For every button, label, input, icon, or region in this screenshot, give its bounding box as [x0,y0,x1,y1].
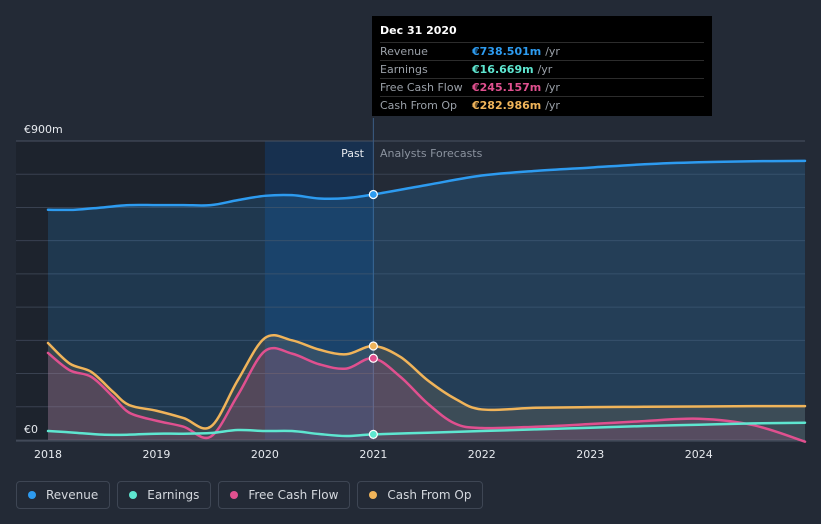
legend-item-cash-from-op[interactable]: Cash From Op [357,481,484,509]
legend-label: Earnings [147,488,200,502]
x-tick-label: 2024 [685,448,713,461]
free-cash-flow-area [48,348,805,442]
tooltip-label: Earnings [380,63,428,76]
cash-from-op-line [46,334,807,430]
legend: Revenue Earnings Free Cash Flow Cash Fro… [16,481,484,509]
earnings-marker [368,429,378,439]
tooltip-unit: /yr [537,63,553,76]
legend-item-revenue[interactable]: Revenue [16,481,111,509]
tooltip: Dec 31 2020 Revenue €738.501m /yr Earnin… [372,16,712,116]
tooltip-value: €738.501m [472,45,542,58]
x-tick-label: 2019 [142,448,170,461]
revenue-dot-icon [28,491,36,499]
free-cash-flow-line [46,346,807,443]
tooltip-label: Cash From Op [380,99,458,112]
chart: €900m €0 Past Analysts Forecasts 2018 201… [16,118,807,461]
legend-label: Cash From Op [387,488,472,502]
x-tick-label: 2021 [359,448,387,461]
tooltip-value: €16.669m [472,63,534,76]
revenue-area [48,160,805,440]
x-tick-label: 2022 [468,448,496,461]
tooltip-label: Revenue [380,45,428,58]
tooltip-row-earnings: Earnings €16.669m /yr [380,60,704,78]
tooltip-row-cash-from-op: Cash From Op €282.986m /yr [380,96,704,114]
y-axis-zero-label: €0 [24,423,38,436]
x-tick-label: 2018 [34,448,62,461]
earnings-line [46,421,807,438]
tooltip-date: Dec 31 2020 [380,24,457,37]
legend-item-free-cash-flow[interactable]: Free Cash Flow [218,481,351,509]
past-label: Past [341,147,365,160]
cash-from-op-area [48,335,805,440]
cash-from-op-dot-icon [369,491,378,499]
tooltip-row-free-cash-flow: Free Cash Flow €245.157m /yr [380,78,704,96]
tooltip-unit: /yr [545,81,560,94]
free-cash-flow-marker [368,353,378,363]
legend-label: Revenue [46,488,99,502]
tooltip-label: Free Cash Flow [380,81,463,94]
legend-item-earnings[interactable]: Earnings [117,481,212,509]
highlight-region [264,141,374,440]
cash-from-op-marker [368,341,378,351]
y-axis-top-label: €900m [24,123,63,136]
forecast-label: Analysts Forecasts [380,147,483,160]
revenue-line [46,159,807,212]
x-tick-label: 2023 [576,448,604,461]
tooltip-value: €282.986m [472,99,542,112]
earnings-dot-icon [129,491,138,499]
tooltip-unit: /yr [545,45,560,58]
tooltip-unit: /yr [545,99,560,112]
x-tick-label: 2020 [251,448,279,461]
tooltip-row-revenue: Revenue €738.501m /yr [380,42,704,60]
free-cash-flow-dot-icon [230,491,239,499]
revenue-marker [368,189,378,200]
tooltip-value: €245.157m [472,81,542,94]
legend-label: Free Cash Flow [248,488,339,502]
